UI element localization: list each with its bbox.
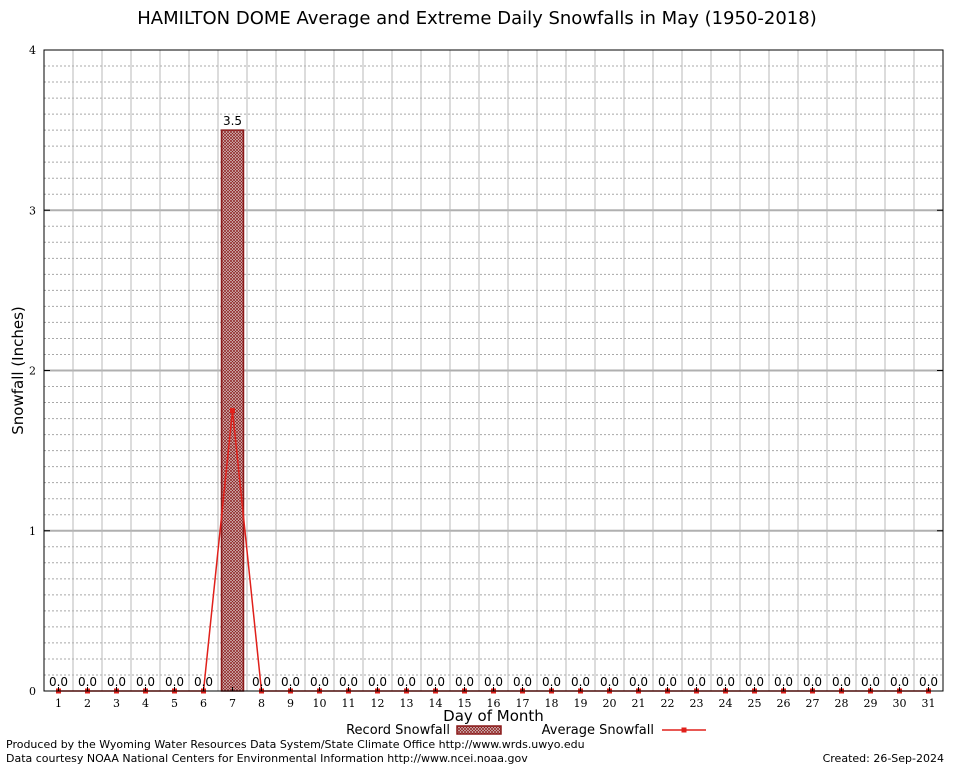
x-tick-label: 8 bbox=[258, 697, 265, 710]
record-value-label: 0.0 bbox=[861, 675, 880, 689]
record-value-label: 3.5 bbox=[223, 114, 242, 128]
y-tick-label: 2 bbox=[29, 365, 36, 378]
record-value-label: 0.0 bbox=[542, 675, 561, 689]
legend-record-label: Record Snowfall bbox=[346, 723, 450, 738]
x-axis-title: Day of Month bbox=[443, 707, 544, 725]
x-tick-label: 18 bbox=[545, 697, 559, 710]
footer-created-date: Created: 26-Sep-2024 bbox=[822, 752, 944, 765]
x-tick-label: 9 bbox=[287, 697, 294, 710]
record-value-label: 0.0 bbox=[281, 675, 300, 689]
record-value-label: 0.0 bbox=[571, 675, 590, 689]
x-tick-label: 31 bbox=[922, 697, 936, 710]
x-tick-label: 22 bbox=[661, 697, 675, 710]
record-value-label: 0.0 bbox=[339, 675, 358, 689]
record-value-label: 0.0 bbox=[397, 675, 416, 689]
record-value-label: 0.0 bbox=[658, 675, 677, 689]
x-tick-label: 19 bbox=[574, 697, 588, 710]
x-tick-label: 15 bbox=[458, 697, 472, 710]
record-value-label: 0.0 bbox=[484, 675, 503, 689]
record-value-label: 0.0 bbox=[368, 675, 387, 689]
record-value-label: 0.0 bbox=[455, 675, 474, 689]
record-value-label: 0.0 bbox=[687, 675, 706, 689]
x-tick-label: 7 bbox=[229, 697, 236, 710]
footer-credit-noaa: Data courtesy NOAA National Centers for … bbox=[6, 752, 528, 765]
x-tick-label: 4 bbox=[142, 697, 149, 710]
record-value-label: 0.0 bbox=[803, 675, 822, 689]
record-value-label: 0.0 bbox=[513, 675, 532, 689]
y-axis-title: Snowfall (Inches) bbox=[9, 306, 27, 434]
x-tick-label: 11 bbox=[342, 697, 356, 710]
legend-record-swatch bbox=[456, 725, 502, 735]
x-tick-label: 12 bbox=[371, 697, 385, 710]
x-tick-label: 5 bbox=[171, 697, 178, 710]
record-value-label: 0.0 bbox=[252, 675, 271, 689]
x-tick-label: 10 bbox=[313, 697, 327, 710]
record-value-label: 0.0 bbox=[107, 675, 126, 689]
record-value-label: 0.0 bbox=[745, 675, 764, 689]
x-tick-label: 1 bbox=[55, 697, 62, 710]
x-tick-label: 24 bbox=[719, 697, 733, 710]
record-value-label: 0.0 bbox=[600, 675, 619, 689]
record-value-label: 0.0 bbox=[78, 675, 97, 689]
record-value-label: 0.0 bbox=[136, 675, 155, 689]
record-value-label: 0.0 bbox=[774, 675, 793, 689]
x-tick-label: 23 bbox=[690, 697, 704, 710]
average-snowfall-point bbox=[230, 408, 235, 414]
legend-average-label: Average Snowfall bbox=[542, 723, 654, 738]
y-tick-label: 3 bbox=[29, 204, 36, 217]
x-tick-label: 20 bbox=[603, 697, 617, 710]
x-tick-label: 26 bbox=[777, 697, 791, 710]
x-tick-label: 3 bbox=[113, 697, 120, 710]
x-tick-label: 16 bbox=[487, 697, 501, 710]
x-tick-label: 6 bbox=[200, 697, 207, 710]
x-tick-label: 21 bbox=[632, 697, 646, 710]
record-value-label: 0.0 bbox=[310, 675, 329, 689]
x-tick-label: 27 bbox=[806, 697, 820, 710]
x-tick-label: 25 bbox=[748, 697, 762, 710]
x-tick-label: 30 bbox=[893, 697, 907, 710]
record-value-label: 0.0 bbox=[716, 675, 735, 689]
record-value-label: 0.0 bbox=[629, 675, 648, 689]
record-value-label: 0.0 bbox=[165, 675, 184, 689]
chart-title: HAMILTON DOME Average and Extreme Daily … bbox=[137, 8, 817, 29]
record-value-label: 0.0 bbox=[832, 675, 851, 689]
y-tick-label: 1 bbox=[29, 525, 36, 538]
x-tick-label: 13 bbox=[400, 697, 414, 710]
record-value-label: 0.0 bbox=[890, 675, 909, 689]
footer-credit-wrds: Produced by the Wyoming Water Resources … bbox=[6, 738, 585, 751]
legend-average-marker bbox=[681, 727, 687, 733]
record-value-label: 0.0 bbox=[194, 675, 213, 689]
record-value-label: 0.0 bbox=[426, 675, 445, 689]
record-value-label: 0.0 bbox=[919, 675, 938, 689]
x-tick-label: 2 bbox=[84, 697, 91, 710]
x-tick-label: 17 bbox=[516, 697, 530, 710]
x-tick-label: 14 bbox=[429, 697, 443, 710]
x-tick-label: 28 bbox=[835, 697, 849, 710]
y-tick-label: 4 bbox=[29, 44, 36, 57]
y-tick-label: 0 bbox=[29, 685, 36, 698]
x-tick-label: 29 bbox=[864, 697, 878, 710]
record-value-label: 0.0 bbox=[49, 675, 68, 689]
